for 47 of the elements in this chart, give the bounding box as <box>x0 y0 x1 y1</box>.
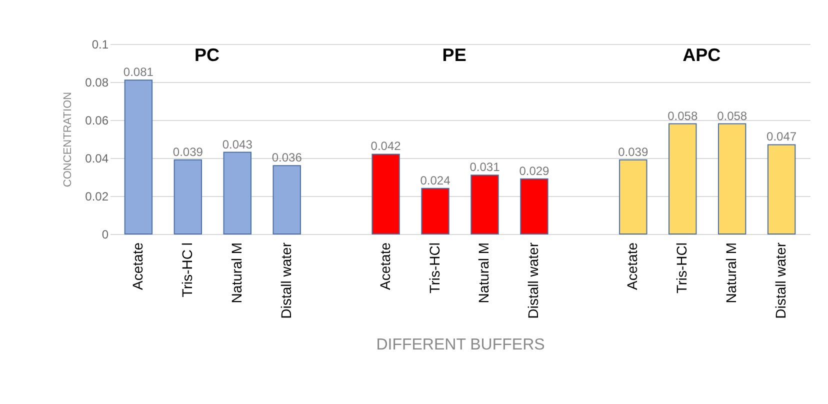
x-tick-label: Acetate <box>376 242 393 290</box>
x-tick-label: Tris-HC l <box>178 242 195 298</box>
x-tick-label: Distall water <box>772 242 789 319</box>
data-label: 0.058 <box>668 108 698 123</box>
y-axis-title: CONCENTRATION <box>62 92 74 188</box>
data-label: 0.036 <box>272 150 302 165</box>
bar <box>272 165 301 234</box>
y-tick-label: 0.1 <box>92 38 109 52</box>
bar <box>223 152 252 234</box>
x-tick-label: Acetate <box>624 242 640 290</box>
x-tick-label: Natural M <box>723 242 740 304</box>
data-label: 0.039 <box>172 144 204 159</box>
data-label: 0.031 <box>470 160 500 174</box>
annotation: PC <box>194 45 220 65</box>
y-tick-label: 0.08 <box>85 76 109 90</box>
data-label: 0.039 <box>618 144 648 159</box>
x-tick-label: Natural M <box>476 242 492 304</box>
annotation: PE <box>442 45 466 65</box>
bar <box>767 144 796 234</box>
y-tick-label: 0.02 <box>85 190 109 204</box>
y-tick-label: 0.06 <box>85 114 109 128</box>
x-tick-label: Acetate <box>129 242 146 290</box>
x-tick-label: Tris-HCl <box>674 242 690 294</box>
bar <box>718 123 746 234</box>
x-tick-label: Distall water <box>525 242 542 319</box>
bar <box>372 154 400 234</box>
bar <box>124 80 153 234</box>
y-tick-label: 0 <box>102 228 109 242</box>
bar <box>470 174 499 234</box>
bar <box>619 159 648 234</box>
data-label: 0.043 <box>222 137 253 152</box>
bar <box>520 178 548 234</box>
data-label: 0.029 <box>519 164 550 178</box>
data-label: 0.081 <box>123 65 154 80</box>
data-label: 0.042 <box>370 139 402 154</box>
y-tick-label: 0.04 <box>85 152 109 166</box>
x-tick-label: Tris-HCl <box>426 242 442 294</box>
bar <box>174 159 202 234</box>
x-axis-title: DIFFERENT BUFFERS <box>376 336 545 354</box>
data-label: 0.024 <box>420 173 451 188</box>
bar <box>668 123 697 234</box>
data-label: 0.058 <box>717 108 748 123</box>
x-tick-label: Distall water <box>278 242 294 319</box>
bar <box>421 188 450 234</box>
annotation: APC <box>682 45 721 65</box>
x-tick-label: Natural M <box>228 242 244 304</box>
data-label: 0.047 <box>766 130 797 144</box>
